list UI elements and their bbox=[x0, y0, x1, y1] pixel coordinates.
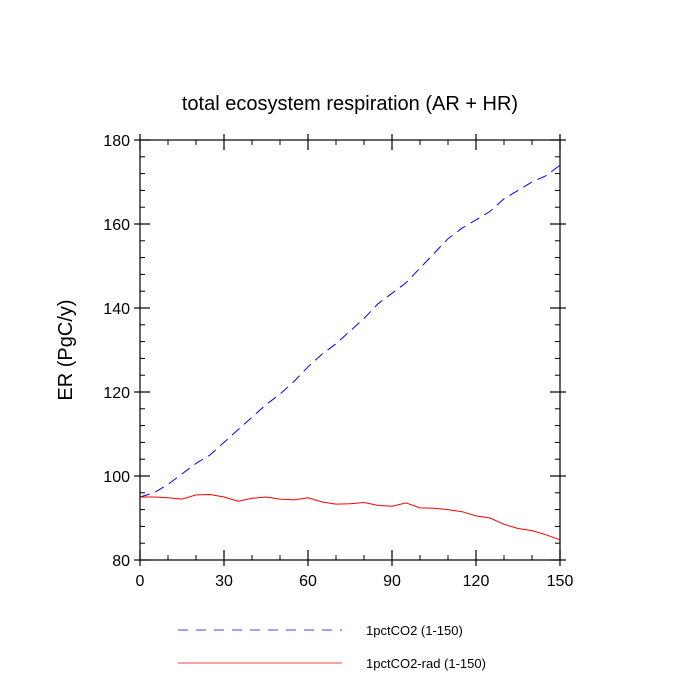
x-tick-label: 0 bbox=[136, 573, 145, 590]
y-tick-label: 80 bbox=[112, 553, 130, 570]
x-tick-label: 60 bbox=[299, 573, 317, 590]
x-tick-label: 120 bbox=[463, 573, 490, 590]
y-tick-label: 140 bbox=[103, 301, 130, 318]
x-tick-label: 90 bbox=[383, 573, 401, 590]
y-tick-label: 100 bbox=[103, 469, 130, 486]
plot-area: 0 30 60 90 120 150 80 100 120 140 160 180 bbox=[103, 133, 573, 590]
series-line-1 bbox=[139, 164, 561, 498]
y-tick-label: 120 bbox=[103, 385, 130, 402]
legend-label-1: 1pctCO2 (1-150) bbox=[366, 623, 463, 638]
series-line-2 bbox=[140, 493, 561, 541]
chart-title: total ecosystem respiration (AR + HR) bbox=[182, 93, 518, 115]
legend: 1pctCO2 (1-150) 1pctCO2-rad (1-150) bbox=[178, 623, 486, 671]
y-tick-label: 160 bbox=[103, 217, 130, 234]
x-tick-label: 30 bbox=[215, 573, 233, 590]
x-tick-label: 150 bbox=[547, 573, 574, 590]
y-tick-label: 180 bbox=[103, 133, 130, 150]
y-axis-label: ER (PgC/y) bbox=[55, 299, 77, 400]
legend-label-2: 1pctCO2-rad (1-150) bbox=[366, 656, 486, 671]
plot-frame bbox=[139, 139, 561, 561]
